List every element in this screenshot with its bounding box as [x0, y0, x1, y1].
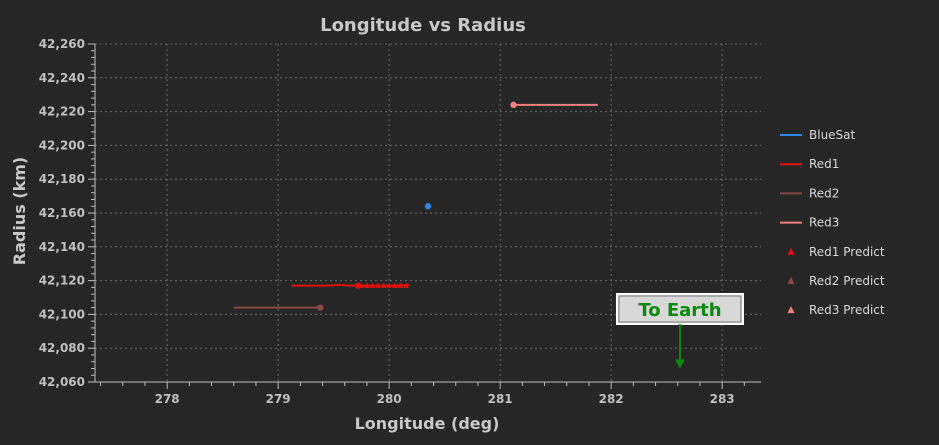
red1-predict-point — [380, 282, 387, 288]
legend-label-red1: Red1 — [809, 157, 839, 171]
y-axis-title: Radius (km) — [10, 157, 29, 265]
red1-predict-point — [386, 282, 392, 288]
y-tick-label: 42,200 — [39, 138, 85, 152]
annotation-inner-border — [618, 295, 742, 323]
x-axis-title: Longitude (deg) — [355, 414, 500, 433]
grid — [95, 43, 761, 383]
red3-marker — [510, 101, 517, 109]
x-tick-label: 282 — [599, 392, 624, 406]
axes: 278 279 280 281 282 283 42,060 42,080 42,100 42,1… — [39, 37, 761, 406]
y-tick-label: 42,240 — [39, 71, 85, 85]
y-tick-label: 42,160 — [39, 206, 85, 220]
red2-marker — [317, 304, 324, 311]
red1-predict-point — [364, 282, 370, 288]
y-tick-label: 42,180 — [39, 172, 85, 186]
annotation-arrow-head — [674, 359, 685, 369]
y-tick-label: 42,060 — [39, 375, 85, 389]
legend-label-red3-predict: Red3 Predict — [809, 303, 885, 317]
y-tick-label: 42,080 — [39, 341, 85, 355]
red1-predict-point — [375, 282, 381, 288]
y-tick-label: 42,140 — [39, 240, 85, 254]
legend-swatch-red3-predict — [787, 306, 795, 314]
x-tick-label: 283 — [710, 392, 735, 406]
legend: BlueSat Red1 Red2 Red3 Red1 Predict Red2 Pred… — [780, 128, 885, 317]
bluesat-marker — [424, 203, 432, 210]
red1-predict-point — [403, 282, 409, 288]
legend-swatch-red1-predict — [787, 247, 795, 255]
legend-label-red1-predict: Red1 Predict — [809, 245, 885, 259]
red1-predict-point — [358, 282, 365, 288]
y-tick-label: 42,220 — [39, 105, 85, 119]
x-tick-label: 278 — [155, 392, 180, 406]
plot-area — [233, 101, 598, 311]
x-tick-label: 280 — [377, 392, 402, 406]
red1-predict-point — [369, 282, 376, 288]
x-tick-label: 281 — [488, 392, 513, 406]
legend-label-red2-predict: Red2 Predict — [809, 274, 885, 288]
y-tick-label: 42,100 — [39, 307, 85, 321]
chart-title: Longitude vs Radius — [320, 15, 526, 36]
red1-predict-point — [391, 282, 398, 288]
red1-predict-point — [397, 282, 403, 288]
red1-line — [291, 283, 410, 287]
legend-label-bluesat: BlueSat — [809, 128, 856, 142]
to-earth-annotation: To Earth — [615, 293, 744, 369]
x-tick-label: 279 — [266, 392, 291, 406]
annotation-label: To Earth — [638, 300, 721, 321]
legend-label-red3: Red3 — [809, 216, 839, 230]
y-tick-label: 42,260 — [39, 37, 85, 51]
legend-label-red2: Red2 — [809, 186, 839, 200]
y-tick-label: 42,120 — [39, 274, 85, 288]
legend-swatch-red2-predict — [787, 276, 795, 284]
